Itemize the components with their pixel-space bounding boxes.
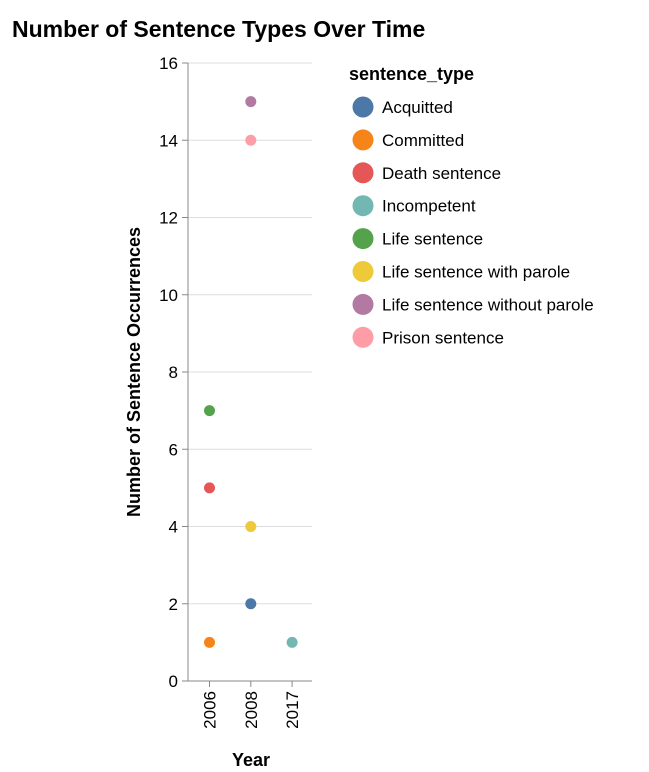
legend-swatch-life-sentence-without-parole (352, 293, 374, 315)
point-2008-life-sentence-with-parole (245, 521, 257, 532)
x-axis: 2006 2008 2017 (188, 680, 312, 729)
legend-swatch-acquitted (352, 96, 374, 118)
y-tick-label-16: 16 (159, 54, 178, 73)
grid (188, 62, 312, 682)
point-2006-committed (204, 636, 215, 648)
legend-label-incompetent: Incompetent (382, 197, 476, 216)
legend-swatch-committed (352, 129, 374, 151)
legend: sentence_type Acquitted Committed Death se… (349, 64, 594, 348)
legend-label-prison-sentence: Prison sentence (382, 328, 504, 347)
y-tick-label-12: 12 (159, 209, 178, 228)
legend-swatch-life-sentence-with-parole (352, 261, 374, 282)
data-points (204, 96, 298, 648)
legend-label-committed: Committed (382, 131, 464, 150)
point-2017-incompetent (286, 636, 298, 648)
legend-label-acquitted: Acquitted (382, 98, 453, 117)
x-tick-label-2008: 2008 (242, 691, 261, 729)
y-tick-label-2: 2 (169, 595, 178, 614)
legend-title: sentence_type (349, 64, 474, 84)
y-tick-label-0: 0 (169, 672, 178, 691)
point-2008-prison-sentence (245, 134, 257, 146)
legend-swatch-prison-sentence (352, 326, 374, 348)
point-2008-acquitted (245, 598, 257, 610)
legend-swatch-life-sentence (352, 228, 374, 250)
legend-label-life-sentence-without-parole: Life sentence without parole (382, 295, 594, 314)
legend-swatch-incompetent (352, 195, 374, 217)
y-tick-label-10: 10 (159, 286, 178, 305)
y-axis-title: Number of Sentence Occurrences (124, 227, 144, 517)
y-axis: 0 2 4 6 8 10 12 14 16 (159, 54, 189, 691)
y-tick-label-4: 4 (169, 518, 178, 537)
x-tick-label-2017: 2017 (283, 691, 302, 729)
legend-label-death-sentence: Death sentence (382, 164, 501, 183)
y-tick-label-8: 8 (169, 363, 178, 382)
chart-title: Number of Sentence Types Over Time (12, 16, 425, 42)
x-axis-title: Year (232, 750, 270, 770)
x-tick-label-2006: 2006 (201, 691, 220, 729)
point-2008-life-sentence-without-parole (245, 96, 257, 108)
legend-swatch-death-sentence (352, 162, 374, 184)
point-2006-death-sentence (204, 482, 215, 494)
y-tick-label-6: 6 (169, 440, 178, 459)
legend-label-life-sentence-with-parole: Life sentence with parole (382, 263, 570, 282)
y-tick-label-14: 14 (159, 131, 178, 150)
point-2006-life-sentence (204, 405, 215, 417)
legend-label-life-sentence: Life sentence (382, 230, 483, 249)
